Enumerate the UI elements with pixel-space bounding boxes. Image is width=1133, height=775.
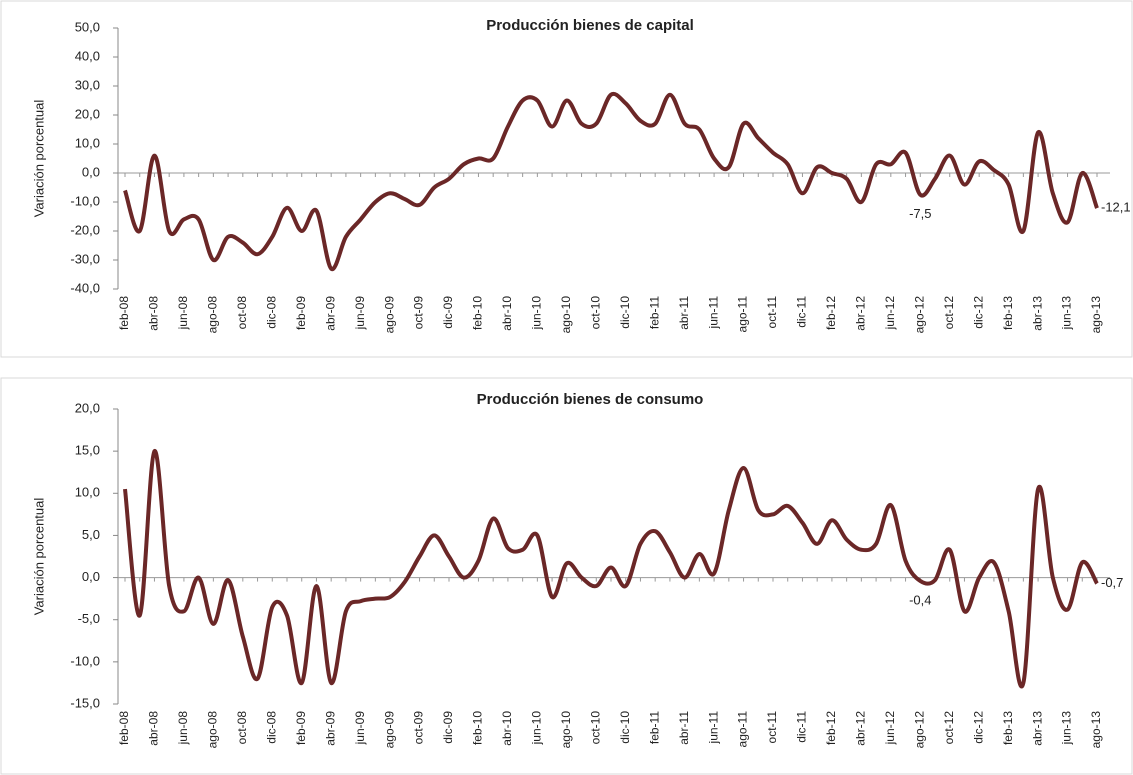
x-tick-label: feb-13: [1001, 711, 1015, 745]
x-tick-label: oct-09: [412, 296, 426, 330]
y-tick-label: -5,0: [78, 611, 100, 626]
x-tick-label: feb-12: [824, 296, 838, 330]
x-tick-label: dic-11: [795, 296, 809, 328]
x-tick-label: abr-11: [677, 711, 691, 745]
x-tick-label: jun-09: [353, 711, 367, 746]
x-tick-label: oct-08: [235, 296, 249, 330]
x-tick-label: feb-11: [647, 296, 661, 329]
x-tick-label: abr-10: [500, 711, 514, 746]
data-label: -0,7: [1101, 575, 1123, 590]
x-tick-label: abr-13: [1030, 296, 1044, 331]
panel: [0, 377, 1133, 775]
x-tick-label: abr-12: [854, 296, 868, 331]
y-tick-label: 20,0: [75, 106, 100, 121]
x-tick-label: feb-09: [294, 296, 308, 330]
x-tick-label: jun-11: [706, 296, 720, 330]
x-tick-label: jun-09: [353, 296, 367, 331]
x-tick-label: feb-08: [117, 711, 131, 745]
x-tick-label: ago-13: [1089, 296, 1103, 334]
panel: [0, 0, 1133, 358]
chart-title: Producción bienes de consumo: [477, 391, 704, 408]
x-tick-label: jun-10: [530, 711, 544, 746]
x-tick-label: ago-11: [736, 711, 750, 748]
x-tick-label: feb-12: [824, 711, 838, 745]
x-tick-label: ago-10: [559, 711, 573, 749]
x-tick-label: feb-08: [117, 296, 131, 330]
x-tick-label: abr-11: [677, 296, 691, 330]
y-tick-label: 0,0: [82, 569, 100, 584]
x-tick-label: dic-12: [971, 296, 985, 329]
x-tick-label: oct-12: [942, 711, 956, 745]
x-tick-label: abr-10: [500, 296, 514, 331]
x-tick-label: abr-09: [323, 711, 337, 746]
data-label: -0,4: [909, 592, 931, 607]
x-tick-label: oct-10: [588, 296, 602, 330]
x-tick-label: oct-08: [235, 711, 249, 745]
y-axis-label: Variación porcentual: [31, 100, 46, 218]
x-tick-label: abr-09: [323, 296, 337, 331]
x-tick-label: dic-09: [441, 296, 455, 329]
chart-title: Producción bienes de capital: [486, 17, 694, 34]
x-tick-label: dic-09: [441, 711, 455, 744]
x-tick-label: jun-10: [530, 296, 544, 331]
y-tick-label: 0,0: [82, 164, 100, 179]
x-tick-label: oct-12: [942, 296, 956, 330]
x-tick-label: abr-12: [854, 711, 868, 746]
x-tick-label: ago-08: [206, 711, 220, 749]
x-tick-label: dic-11: [795, 711, 809, 743]
x-tick-label: feb-10: [471, 711, 485, 745]
x-tick-label: jun-08: [176, 711, 190, 746]
data-label: -7,5: [909, 206, 931, 221]
x-tick-label: abr-13: [1030, 711, 1044, 746]
x-tick-label: ago-09: [382, 296, 396, 334]
x-tick-label: oct-09: [412, 711, 426, 745]
y-tick-label: 20,0: [75, 400, 100, 415]
y-axis-label: Variación porcentual: [31, 498, 46, 616]
x-tick-label: oct-11: [765, 296, 779, 329]
y-tick-label: -10,0: [70, 193, 100, 208]
y-tick-label: -20,0: [70, 222, 100, 237]
x-tick-label: abr-08: [147, 296, 161, 331]
x-tick-label: ago-12: [912, 296, 926, 334]
x-tick-label: dic-10: [618, 711, 632, 744]
x-tick-label: dic-08: [264, 711, 278, 744]
x-tick-label: dic-12: [971, 711, 985, 744]
y-tick-label: 30,0: [75, 77, 100, 92]
y-tick-label: 15,0: [75, 443, 100, 458]
y-tick-label: -15,0: [70, 695, 100, 710]
x-tick-label: ago-12: [912, 711, 926, 749]
x-tick-label: jun-13: [1060, 711, 1074, 746]
x-tick-label: ago-10: [559, 296, 573, 334]
y-tick-label: 10,0: [75, 485, 100, 500]
x-tick-label: dic-08: [264, 296, 278, 329]
line-series: [123, 91, 1099, 271]
x-tick-label: jun-08: [176, 296, 190, 331]
y-tick-label: -40,0: [70, 280, 100, 295]
x-tick-label: jun-13: [1060, 296, 1074, 331]
x-tick-label: feb-10: [471, 296, 485, 330]
y-tick-label: 40,0: [75, 48, 100, 63]
x-tick-label: ago-11: [736, 296, 750, 333]
x-tick-label: abr-08: [147, 711, 161, 746]
x-tick-label: jun-12: [883, 711, 897, 746]
y-tick-label: 5,0: [82, 527, 100, 542]
y-tick-label: 50,0: [75, 19, 100, 34]
x-tick-label: ago-09: [382, 711, 396, 749]
y-tick-label: 10,0: [75, 135, 100, 150]
x-tick-label: feb-13: [1001, 296, 1015, 330]
x-tick-label: jun-12: [883, 296, 897, 331]
data-label: -12,1: [1101, 200, 1131, 215]
x-tick-label: oct-11: [765, 711, 779, 744]
x-tick-label: ago-13: [1089, 711, 1103, 749]
y-tick-label: -10,0: [70, 653, 100, 668]
x-tick-label: dic-10: [618, 296, 632, 329]
x-tick-label: feb-09: [294, 711, 308, 745]
y-tick-label: -30,0: [70, 251, 100, 266]
line-series: [123, 449, 1099, 689]
x-tick-label: ago-08: [206, 296, 220, 334]
x-tick-label: feb-11: [647, 711, 661, 744]
x-tick-label: oct-10: [588, 711, 602, 745]
x-tick-label: jun-11: [706, 711, 720, 745]
